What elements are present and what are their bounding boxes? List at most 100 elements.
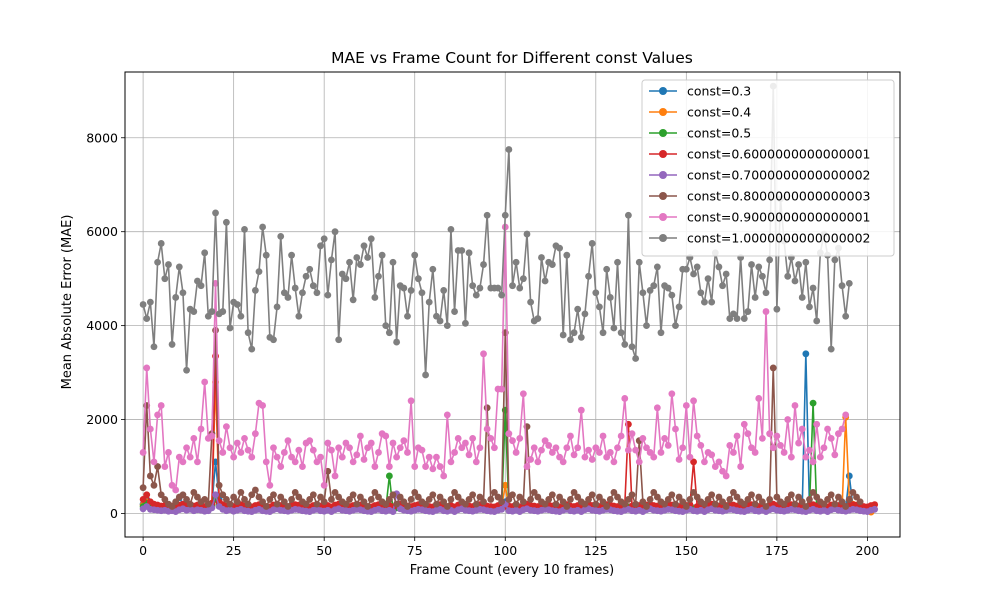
series-group: [139, 82, 879, 516]
data-point: [248, 345, 256, 353]
data-point: [748, 491, 755, 499]
data-point: [422, 371, 429, 379]
data-point: [494, 493, 502, 501]
data-point: [538, 254, 545, 261]
data-point: [143, 315, 151, 322]
legend-label: const=0.7000000000000002: [687, 168, 871, 183]
data-point: [241, 225, 248, 233]
data-point: [664, 496, 672, 503]
data-point: [429, 465, 437, 473]
data-point: [346, 258, 353, 266]
data-point: [693, 493, 701, 501]
data-point: [773, 432, 781, 440]
data-point: [331, 228, 339, 236]
data-point: [302, 272, 310, 280]
data-point: [226, 444, 234, 452]
data-point: [154, 463, 161, 470]
data-point: [400, 498, 408, 506]
x-tick-label: 25: [226, 543, 242, 558]
data-point: [230, 493, 238, 501]
data-point: [230, 453, 238, 461]
data-point: [179, 289, 187, 297]
data-point: [730, 488, 737, 496]
data-point: [719, 282, 726, 290]
data-point: [668, 390, 676, 398]
data-point: [831, 256, 839, 264]
data-point: [389, 491, 397, 499]
data-point: [813, 317, 821, 325]
data-point: [646, 449, 654, 456]
data-point: [382, 500, 390, 508]
data-point: [215, 481, 223, 489]
data-point: [856, 498, 864, 506]
legend-item: const=0.4: [649, 105, 751, 120]
data-point: [407, 496, 415, 503]
legend-swatch-marker: [659, 171, 667, 179]
data-point: [827, 434, 835, 442]
series-7: [139, 223, 850, 494]
data-point: [480, 350, 487, 358]
data-point: [476, 444, 484, 452]
data-point: [820, 444, 828, 452]
legend: const=0.3 const=0.4 const=0.5 const=0.60000…: [641, 79, 895, 257]
data-point: [219, 449, 227, 456]
data-point: [451, 488, 458, 496]
data-point: [755, 493, 763, 501]
data-point: [802, 258, 810, 266]
data-point: [577, 406, 585, 414]
data-point: [393, 338, 401, 346]
y-tick-label: 0: [110, 506, 118, 521]
data-point: [443, 411, 451, 419]
data-point: [208, 432, 216, 440]
data-point: [581, 453, 589, 461]
data-point: [157, 402, 165, 409]
x-tick-label: 175: [765, 543, 789, 558]
data-point: [838, 425, 846, 433]
data-point: [436, 493, 444, 501]
data-point: [853, 493, 860, 501]
plot-frame: [124, 71, 901, 538]
data-point: [139, 301, 147, 308]
data-point: [719, 467, 726, 475]
data-point: [262, 458, 270, 466]
data-point: [697, 442, 705, 449]
data-point: [306, 437, 314, 445]
data-point: [751, 449, 759, 456]
data-point: [574, 493, 582, 501]
data-point: [259, 402, 267, 409]
x-tick-label: 200: [855, 543, 879, 558]
data-point: [139, 496, 147, 503]
data-point: [733, 432, 741, 440]
legend-label: const=0.6000000000000001: [687, 147, 871, 162]
data-point: [306, 265, 314, 273]
data-point: [201, 249, 209, 257]
data-point: [313, 458, 321, 466]
data-point: [139, 449, 147, 456]
data-point: [407, 397, 415, 405]
data-point: [795, 493, 802, 501]
data-point: [780, 449, 788, 456]
legend-item: const=0.5: [649, 126, 751, 141]
data-point: [802, 350, 810, 358]
data-point: [443, 322, 451, 330]
data-point: [802, 503, 810, 510]
data-point: [708, 451, 716, 459]
data-point: [324, 439, 332, 447]
data-point: [577, 333, 585, 341]
data-point: [617, 432, 625, 440]
data-point: [755, 263, 763, 271]
data-point: [588, 456, 596, 463]
data-point: [338, 270, 346, 278]
legend-label: const=0.4: [687, 105, 751, 120]
data-point: [237, 488, 245, 496]
data-point: [335, 336, 343, 344]
data-point: [172, 498, 180, 506]
data-point: [635, 458, 643, 466]
data-point: [212, 491, 219, 499]
data-point: [541, 437, 549, 445]
data-point: [512, 258, 520, 266]
data-point: [251, 430, 259, 438]
data-point: [639, 434, 647, 442]
data-point: [603, 453, 611, 461]
data-point: [309, 282, 317, 290]
